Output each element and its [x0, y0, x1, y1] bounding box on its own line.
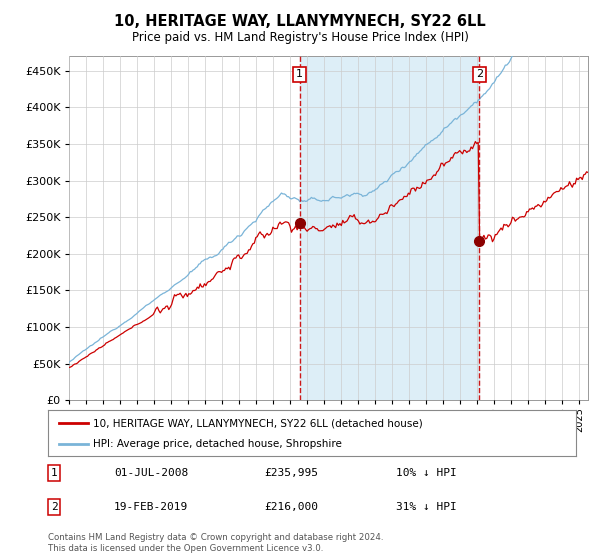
Text: 10, HERITAGE WAY, LLANYMYNECH, SY22 6LL (detached house): 10, HERITAGE WAY, LLANYMYNECH, SY22 6LL …: [93, 418, 422, 428]
Text: HPI: Average price, detached house, Shropshire: HPI: Average price, detached house, Shro…: [93, 438, 342, 449]
Text: 2: 2: [50, 502, 58, 512]
Text: 01-JUL-2008: 01-JUL-2008: [114, 468, 188, 478]
Bar: [299, 56, 479, 400]
Text: 10, HERITAGE WAY, LLANYMYNECH, SY22 6LL: 10, HERITAGE WAY, LLANYMYNECH, SY22 6LL: [114, 14, 486, 29]
Text: 31% ↓ HPI: 31% ↓ HPI: [396, 502, 457, 512]
Text: 1: 1: [50, 468, 58, 478]
Text: Price paid vs. HM Land Registry's House Price Index (HPI): Price paid vs. HM Land Registry's House …: [131, 31, 469, 44]
Text: £216,000: £216,000: [264, 502, 318, 512]
Text: 2: 2: [476, 69, 483, 80]
Text: Contains HM Land Registry data © Crown copyright and database right 2024.
This d: Contains HM Land Registry data © Crown c…: [48, 533, 383, 553]
Text: 1: 1: [296, 69, 303, 80]
Text: £235,995: £235,995: [264, 468, 318, 478]
Text: 19-FEB-2019: 19-FEB-2019: [114, 502, 188, 512]
Text: 10% ↓ HPI: 10% ↓ HPI: [396, 468, 457, 478]
